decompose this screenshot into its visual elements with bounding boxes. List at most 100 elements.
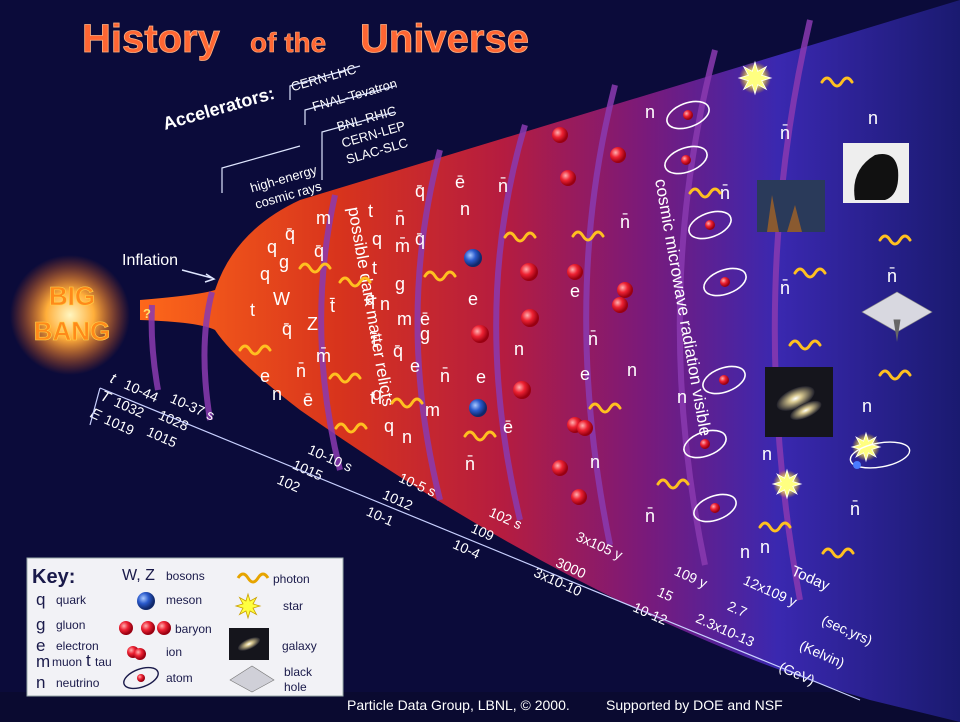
atom-orbit-icon	[683, 429, 727, 459]
particle-symbol: g	[420, 324, 430, 344]
particle-symbol: e	[570, 281, 580, 301]
particle-symbol: n	[677, 387, 687, 407]
nebula-icon	[757, 180, 825, 232]
epoch7-E: 2.7	[725, 598, 749, 621]
key-label: galaxy	[282, 639, 317, 653]
title-of-the: of the	[250, 27, 326, 58]
atom-orbit-icon	[666, 100, 710, 130]
key-photon-icon	[236, 572, 270, 584]
key-symbol: g	[36, 615, 45, 634]
footer-support: Supported by DOE and NSF	[606, 697, 783, 713]
atom-orbit-icon	[664, 145, 708, 175]
star-icon	[771, 468, 803, 500]
particle-symbol: e	[476, 367, 486, 387]
row-label-t: t	[108, 370, 119, 388]
key-label: atom	[166, 671, 193, 685]
particle-symbol: e	[580, 364, 590, 384]
key-meson-icon	[137, 592, 155, 610]
key-atom-icon	[123, 666, 159, 690]
particle-symbol: n	[645, 102, 655, 122]
particle-symbol: q	[260, 264, 270, 284]
key-symbol: q	[36, 590, 45, 609]
key-symbol: t	[86, 651, 91, 670]
title-history: History	[82, 17, 221, 61]
key-label: star	[283, 599, 303, 613]
particle-symbol: n	[862, 396, 872, 416]
hadron-icon	[681, 155, 691, 165]
photon-icon	[878, 369, 912, 381]
particle-symbol: n̄	[780, 278, 790, 298]
inflation-arrow	[181, 269, 213, 279]
key-baryon-icon	[141, 621, 155, 635]
hadron-icon	[521, 309, 539, 327]
particle-symbol: n̄	[395, 209, 405, 229]
particle-symbol: n̄	[645, 506, 655, 526]
photon-icon	[463, 430, 497, 442]
hadron-icon	[612, 297, 628, 313]
particle-symbol: q̄	[415, 229, 425, 249]
particle-symbol: t	[250, 300, 255, 320]
particle-symbol: q	[372, 384, 382, 404]
question-mark: ?	[143, 306, 151, 321]
particle-symbol: n	[514, 339, 524, 359]
atom-orbit-icon	[688, 210, 732, 240]
particle-symbol: W	[273, 289, 290, 309]
particle-symbol: g	[395, 274, 405, 294]
hadron-icon	[567, 264, 583, 280]
photon-icon	[878, 234, 912, 246]
key-galaxy-icon	[229, 628, 269, 660]
key-label: ion	[166, 645, 182, 659]
hadron-icon	[560, 170, 576, 186]
key-label: hole	[284, 680, 307, 694]
hadron-icon	[719, 375, 729, 385]
particle-symbol: q	[267, 237, 277, 257]
hadron-icon	[617, 282, 633, 298]
particle-symbol: n	[868, 108, 878, 128]
particle-symbol: m	[316, 208, 331, 228]
hadron-icon	[577, 420, 593, 436]
epoch6-T: 15	[655, 583, 676, 604]
particle-symbol: m	[425, 400, 440, 420]
particle-symbol: t	[372, 258, 377, 278]
key-title: Key:	[32, 566, 75, 588]
hadron-icon	[705, 220, 715, 230]
photon-icon	[390, 397, 424, 409]
photon-icon	[821, 547, 855, 559]
particle-symbol: ē	[303, 390, 313, 410]
hadron-icon	[552, 127, 568, 143]
photon-icon	[338, 276, 372, 288]
particle-symbol: e	[410, 356, 420, 376]
particle-symbol: n̄	[465, 454, 475, 474]
particle-symbol: q̄	[314, 241, 324, 261]
hadron-icon	[700, 439, 710, 449]
photon-icon	[820, 76, 854, 88]
key-label: meson	[166, 593, 202, 607]
black-hole-icon	[861, 291, 933, 342]
hadron-icon	[471, 325, 489, 343]
particle-symbol: n̄	[296, 361, 306, 381]
hadron-icon	[610, 147, 626, 163]
particle-symbol: q	[384, 416, 394, 436]
atom-orbit-icon	[703, 267, 747, 297]
big-bang-line1: BIG	[49, 281, 95, 311]
meson-icon	[464, 249, 482, 267]
key-symbol: e	[36, 636, 45, 655]
key-label: gluon	[56, 618, 85, 632]
photon-icon	[423, 270, 457, 282]
particle-symbol: q̄	[282, 319, 292, 339]
particle-symbol: t	[370, 388, 375, 408]
particle-symbol: m	[397, 309, 412, 329]
key-ion-icon	[134, 648, 146, 660]
particle-symbol: n	[380, 294, 390, 314]
particle-symbol: n̄	[720, 183, 730, 203]
key-baryon-icon	[119, 621, 133, 635]
thinker-image	[843, 143, 909, 203]
particle-symbol: n̄	[498, 176, 508, 196]
photon-icon	[328, 372, 362, 384]
galaxy-icon	[765, 367, 833, 437]
photon-icon	[571, 230, 605, 242]
key-label: tau	[95, 655, 112, 669]
key-star-icon	[234, 592, 262, 620]
big-bang-line2: BANG	[34, 316, 111, 346]
